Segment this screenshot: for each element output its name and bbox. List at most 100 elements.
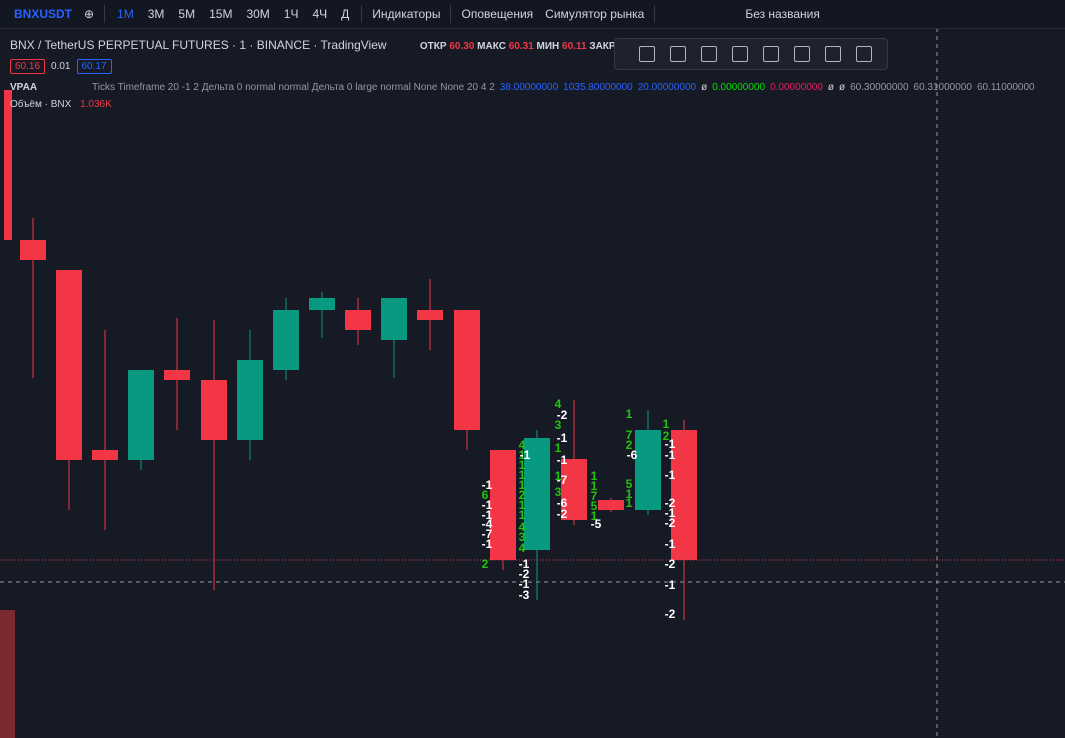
draw-tool[interactable] <box>732 46 748 62</box>
footprint-label: 1 <box>555 441 562 455</box>
footprint-label: -7 <box>557 473 568 487</box>
sep <box>450 5 452 23</box>
candle <box>309 298 335 310</box>
ind-value: 60.30000000 <box>850 82 909 93</box>
footprint-label: 4 <box>519 438 526 452</box>
ind-value: ø <box>701 82 708 93</box>
candle <box>164 370 190 380</box>
volume-bar <box>0 610 15 738</box>
footprint-label: -1 <box>482 498 493 512</box>
timeframe[interactable]: 15M <box>209 7 233 21</box>
candle <box>56 270 82 460</box>
candle <box>524 438 550 550</box>
ind-value: ø <box>827 82 835 93</box>
footprint-label: 1 <box>519 508 526 522</box>
footprint-label: -1 <box>482 537 493 551</box>
footprint-label: 4 <box>519 541 526 555</box>
footprint-label: -2 <box>557 408 568 422</box>
footprint-label: -4 <box>482 517 493 531</box>
footprint-label: -1 <box>665 537 676 551</box>
candle <box>128 370 154 460</box>
draw-tool[interactable] <box>639 46 655 62</box>
drawing-toolbar <box>614 38 888 70</box>
footprint-label: -1 <box>482 478 493 492</box>
vol-name: Объём · BNX <box>10 99 72 110</box>
footprint-label: -6 <box>627 448 638 462</box>
timeframe[interactable]: 5M <box>178 7 196 21</box>
footprint-label: 1 <box>591 469 598 483</box>
footprint-label: -2 <box>665 607 676 621</box>
footprint-label: 5 <box>591 499 598 513</box>
draw-tool[interactable] <box>763 46 779 62</box>
toolbar: BNXUSDT ⊕ 1M 3M 5M 15M 30M 1Ч 4Ч Д Индикаторы О… <box>0 0 1065 29</box>
footprint-label: 2 <box>663 429 670 443</box>
footprint-label: 3 <box>555 418 562 432</box>
candle-edge <box>4 90 12 240</box>
footprint-label: -1 <box>557 431 568 445</box>
footprint-label: 1 <box>591 509 598 523</box>
o-label: ОТКР <box>419 41 447 52</box>
footprint-label: 3 <box>519 530 526 544</box>
timeframe[interactable]: 1Ч <box>283 7 299 21</box>
footprint-label: -2 <box>665 557 676 571</box>
candle <box>273 310 299 370</box>
timeframe[interactable]: Д <box>341 7 350 21</box>
alerts[interactable]: Оповещения <box>461 7 534 21</box>
sep <box>361 5 363 23</box>
l-label: МИН <box>536 41 560 52</box>
footprint-label: 1 <box>519 478 526 492</box>
footprint-label: -1 <box>482 508 493 522</box>
add[interactable]: ⊕ <box>84 7 95 21</box>
ind-value: 60.31000000 <box>913 82 972 93</box>
footprint-label: 4 <box>519 520 526 534</box>
footprint-label: -2 <box>557 507 568 521</box>
footprint-label: -2 <box>665 516 676 530</box>
footprint-label: -1 <box>519 577 530 591</box>
footprint-label: 4 <box>555 397 562 411</box>
footprint-label: -1 <box>520 448 531 462</box>
layout[interactable]: Без названия <box>745 7 820 21</box>
footprint-label: 2 <box>482 557 489 571</box>
draw-tool[interactable] <box>794 46 810 62</box>
replay[interactable]: Симулятор рынка <box>545 7 645 21</box>
timeframe[interactable]: 1M <box>117 7 134 21</box>
footprint-label: 1 <box>626 407 633 421</box>
footprint-label: -1 <box>557 453 568 467</box>
candle <box>454 310 480 430</box>
footprint-label: -1 <box>665 468 676 482</box>
spread: 0.01 <box>51 61 71 72</box>
symbol[interactable]: BNXUSDT <box>14 7 73 21</box>
ind-value: 1035.80000000 <box>563 82 633 93</box>
footprint-label: -1 <box>665 448 676 462</box>
draw-tool[interactable] <box>825 46 841 62</box>
c-label: ЗАКР <box>589 41 616 52</box>
footprint-label: -5 <box>591 517 602 531</box>
ind-params: Ticks Timeframe 20 -1 2 Дельта 0 normal … <box>92 82 495 93</box>
footprint-label: 7 <box>626 428 633 442</box>
footprint-label: -2 <box>665 496 676 510</box>
ind-name: VPAA <box>10 82 38 93</box>
draw-tool[interactable] <box>670 46 686 62</box>
footprint-label: 1 <box>519 448 526 462</box>
footprint-label: 1 <box>519 458 526 472</box>
draw-tool[interactable] <box>701 46 717 62</box>
footprint-label: 2 <box>626 438 633 452</box>
candle <box>671 430 697 560</box>
candle <box>417 310 443 320</box>
l: 60.11 <box>562 41 587 52</box>
candle <box>635 430 661 510</box>
ind-value: 0.00000000 <box>770 82 823 93</box>
footprint-label: -1 <box>665 437 676 451</box>
timeframe[interactable]: 30M <box>246 7 270 21</box>
sep <box>654 5 656 23</box>
candle <box>345 310 371 330</box>
ind-value: 20.00000000 <box>637 82 697 93</box>
footprint-label: 1 <box>519 498 526 512</box>
draw-tool[interactable] <box>856 46 872 62</box>
timeframe[interactable]: 3M <box>147 7 165 21</box>
footprint-label: 1 <box>663 417 670 431</box>
indicators[interactable]: Индикаторы <box>372 7 441 21</box>
timeframe[interactable]: 4Ч <box>312 7 328 21</box>
